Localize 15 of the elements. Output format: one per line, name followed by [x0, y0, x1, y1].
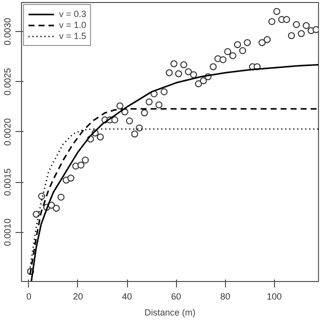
x-tick-label: 20	[72, 292, 83, 302]
legend-label: v = 0.3	[59, 9, 86, 19]
y-tick-label: 0.0020	[2, 118, 12, 146]
x-tick-label: 60	[171, 292, 182, 302]
y-tick-label: 0.0025	[2, 68, 12, 96]
legend-label: v = 1.5	[59, 31, 86, 41]
y-tick-label: 0.0010	[2, 218, 12, 246]
x-tick-label: 80	[220, 292, 230, 302]
legend-label: v = 1.0	[59, 20, 86, 30]
x-axis-title: Distance (m)	[144, 308, 196, 318]
x-tick-label: 100	[266, 292, 282, 302]
x-tick-label: 40	[122, 292, 132, 302]
x-tick-label: 0	[26, 292, 32, 302]
y-tick-label: 0.0015	[2, 168, 12, 196]
y-tick-label: 0.0030	[2, 18, 12, 46]
